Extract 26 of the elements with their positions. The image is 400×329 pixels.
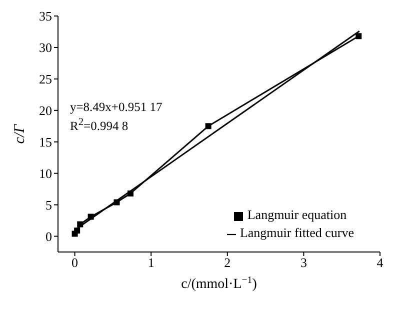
point [77, 221, 84, 228]
point [127, 190, 134, 196]
y-tick-label: 30 [39, 40, 52, 56]
y-tick-label: 5 [46, 197, 52, 212]
x-tick-label: 3 [300, 255, 307, 270]
x-tick-label: 1 [148, 255, 154, 270]
y-tick-label: 10 [39, 166, 52, 181]
y-tick-label: 0 [46, 228, 52, 244]
x-axis-title: c/(mmol·L$^{−1}$) [181, 274, 258, 292]
y-tick-label: 20 [39, 103, 52, 118]
point [88, 214, 94, 220]
point [114, 199, 120, 206]
y-tick-label: 15 [39, 134, 52, 150]
x-tick-label: 4 [376, 255, 384, 270]
point [205, 123, 212, 130]
point [74, 228, 80, 234]
x-tick-label: 0 [72, 255, 78, 270]
legend-label: Langmuir equation [247, 207, 347, 222]
y-axis-title: c/Γ [12, 122, 28, 144]
x-tick-label: 2 [224, 255, 231, 270]
legend-label: Langmuir fitted curve [240, 225, 354, 240]
annotation: y=8.49x+0.951 17 [70, 100, 162, 115]
annotation: R$^{2}$=0.994 8 [70, 117, 128, 134]
point [356, 33, 362, 40]
y-tick-label: 35 [39, 8, 52, 24]
y-tick-label: 25 [39, 72, 52, 87]
